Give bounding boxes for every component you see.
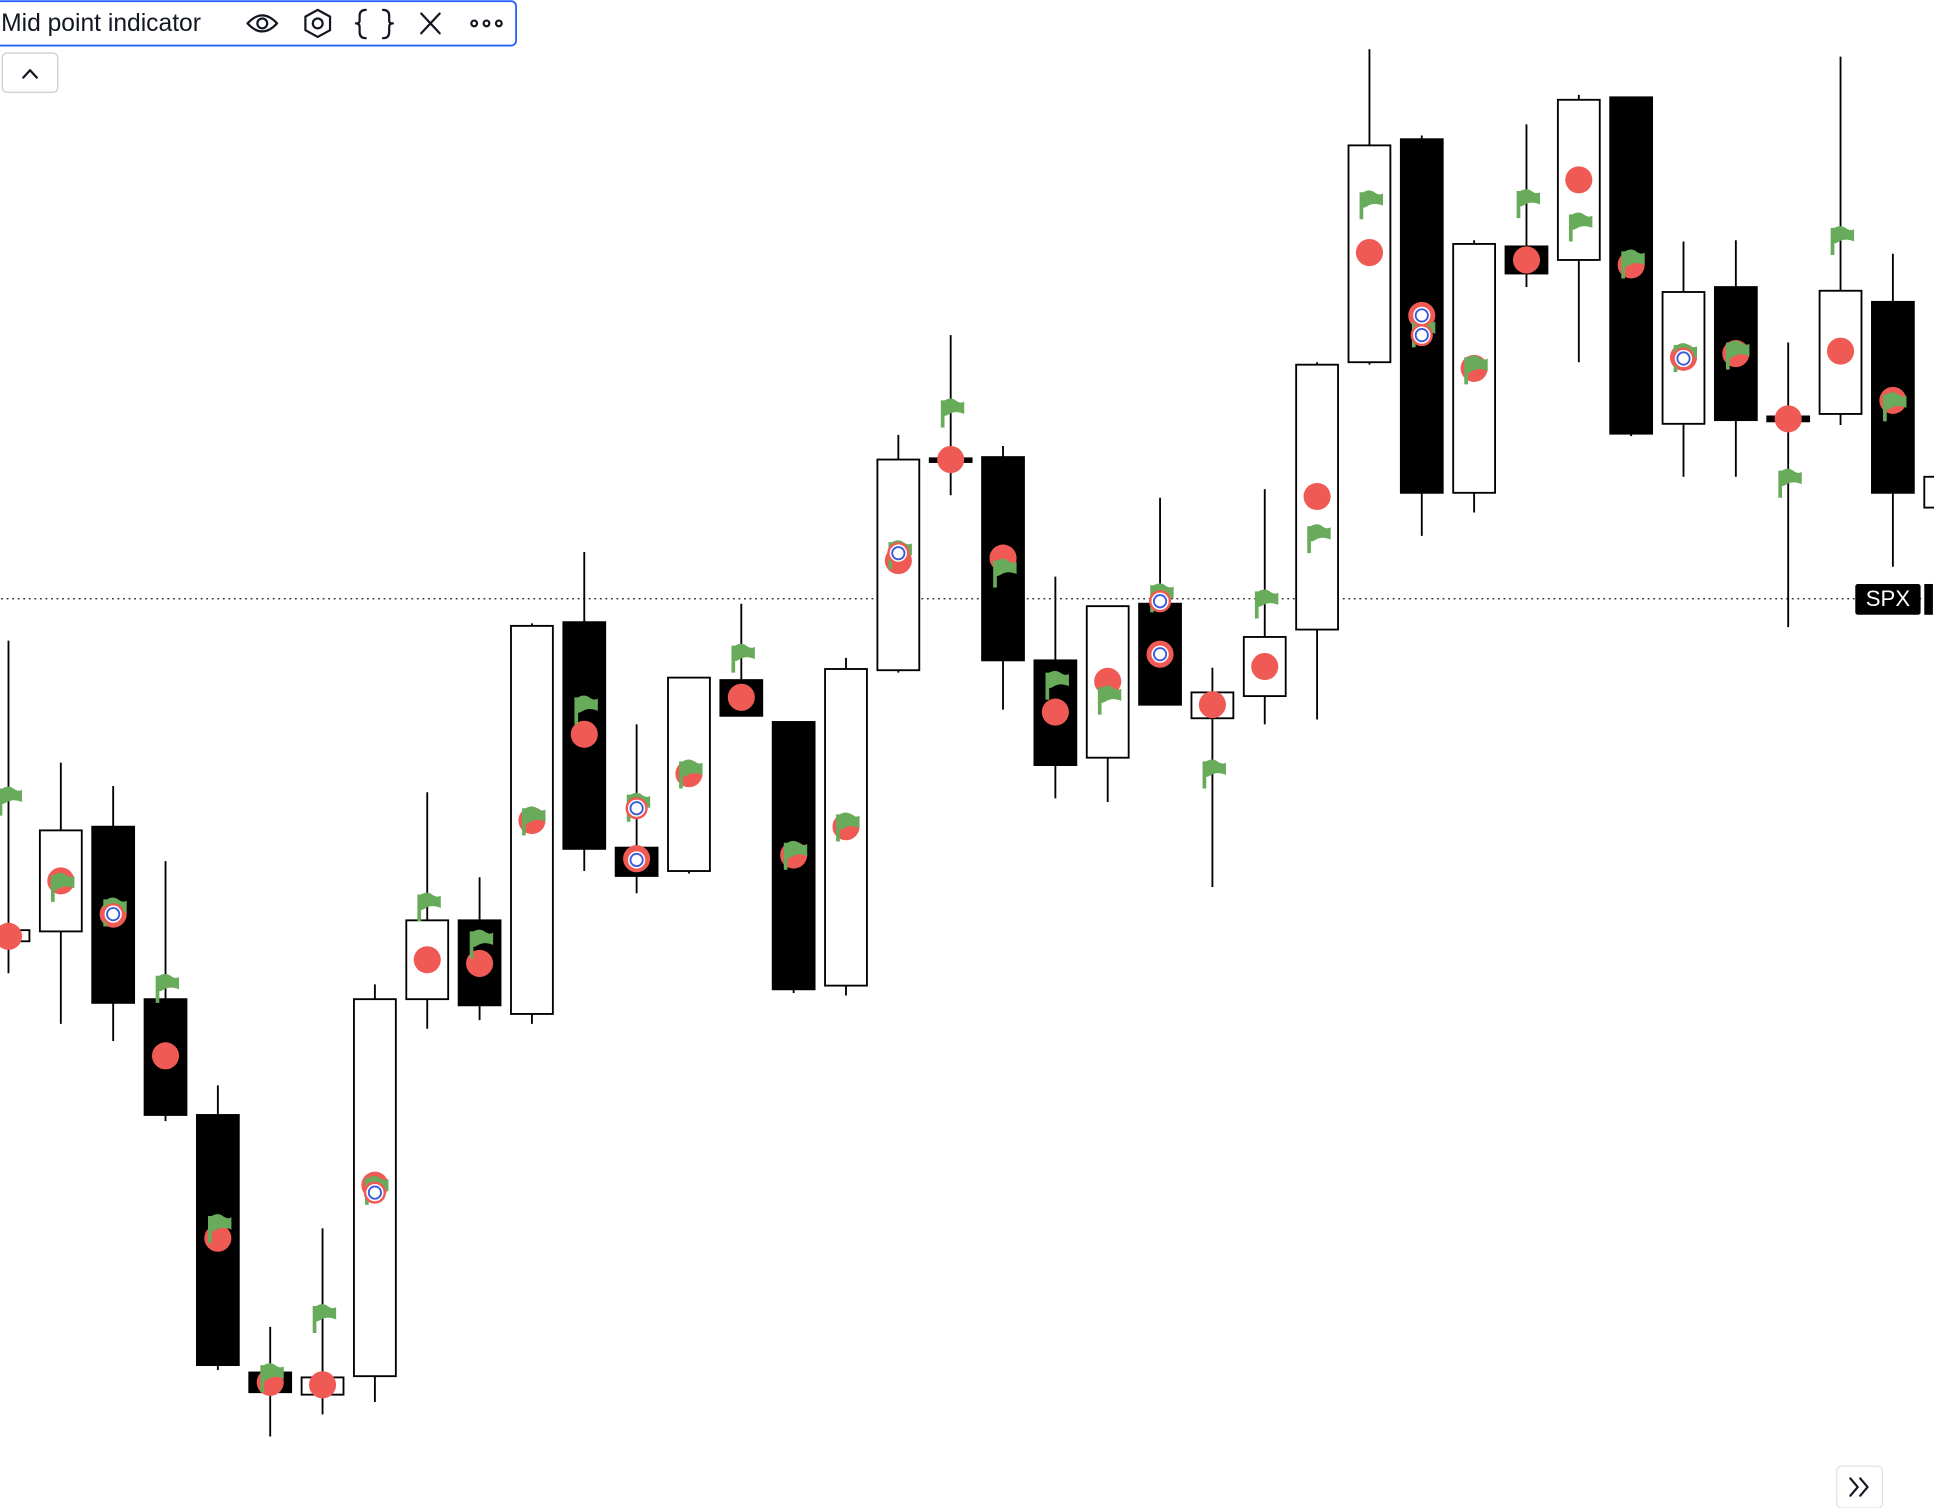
flag-marker bbox=[1359, 190, 1383, 220]
flag-marker bbox=[1045, 670, 1069, 700]
midpoint-dot bbox=[570, 720, 598, 748]
circle-marker bbox=[363, 1181, 386, 1204]
circle-marker-inner bbox=[106, 907, 121, 922]
circle-marker-inner bbox=[1152, 647, 1168, 662]
flag-marker bbox=[0, 786, 23, 816]
flag-marker bbox=[679, 759, 703, 789]
flag-marker bbox=[1464, 355, 1488, 385]
midpoint-dot bbox=[1565, 166, 1593, 194]
scroll-to-latest-button[interactable] bbox=[1836, 1465, 1884, 1508]
flag-marker bbox=[260, 1363, 284, 1393]
flag-marker bbox=[1883, 392, 1907, 422]
flag-marker bbox=[1725, 340, 1750, 370]
midpoint-dot bbox=[1198, 691, 1226, 719]
circle-marker-inner bbox=[1152, 594, 1168, 609]
midpoint-dot bbox=[0, 922, 23, 950]
circle-marker bbox=[1148, 590, 1172, 613]
circle-marker-inner bbox=[367, 1185, 382, 1200]
circle-marker-inner bbox=[1414, 328, 1429, 343]
candle-body-up bbox=[1923, 475, 1934, 509]
midpoint-dot bbox=[1774, 405, 1802, 433]
circle-marker bbox=[625, 848, 648, 872]
scroll-icon bbox=[1849, 1477, 1869, 1497]
midpoint-dot bbox=[151, 1042, 180, 1070]
midpoint-dot bbox=[727, 683, 755, 711]
flag-marker bbox=[208, 1214, 232, 1244]
midpoint-dot bbox=[1826, 337, 1855, 365]
circle-marker-inner bbox=[1676, 351, 1691, 366]
circle-marker-inner bbox=[629, 801, 644, 816]
midpoint-dot bbox=[1355, 239, 1383, 267]
collapse-icon bbox=[22, 69, 38, 79]
settings-icon[interactable] bbox=[304, 8, 332, 39]
indicator-title: Mid point indicator bbox=[1, 10, 201, 37]
circle-marker bbox=[1410, 324, 1433, 347]
midpoint-dot bbox=[413, 946, 441, 974]
circle-marker bbox=[625, 797, 648, 820]
midpoint-dot bbox=[1251, 652, 1279, 681]
flag-marker bbox=[1202, 759, 1226, 789]
flag-marker bbox=[1150, 583, 1174, 613]
flag-marker bbox=[993, 558, 1017, 588]
circle-marker bbox=[1148, 643, 1172, 666]
flag-marker bbox=[940, 398, 965, 428]
flag-marker bbox=[1307, 524, 1331, 554]
circle-marker-inner bbox=[1414, 308, 1429, 323]
circle-marker bbox=[1672, 347, 1695, 370]
flag-marker bbox=[155, 973, 180, 1003]
midpoint-dot bbox=[1512, 246, 1541, 274]
midpoint-dot bbox=[308, 1371, 337, 1399]
circle-marker-inner bbox=[629, 852, 644, 868]
price-label-box bbox=[1855, 583, 1921, 615]
flag-marker bbox=[1621, 249, 1645, 279]
source-code-icon[interactable] bbox=[354, 8, 394, 40]
flag-marker bbox=[1830, 226, 1855, 256]
eye-icon[interactable] bbox=[246, 14, 279, 33]
flag-marker bbox=[312, 1304, 337, 1334]
flag-marker bbox=[1254, 589, 1279, 619]
plot-area bbox=[0, 49, 1934, 1437]
midpoint-dot bbox=[1041, 698, 1069, 726]
circle-marker-inner bbox=[891, 546, 906, 561]
flag-marker bbox=[836, 812, 860, 842]
flag-marker bbox=[783, 840, 808, 870]
circle-marker bbox=[1410, 304, 1433, 327]
flag-marker bbox=[1516, 189, 1541, 219]
midpoint-dot bbox=[1303, 482, 1331, 511]
collapse-button[interactable] bbox=[1, 52, 59, 94]
flag-marker bbox=[522, 806, 546, 836]
remove-icon[interactable] bbox=[420, 12, 441, 35]
candle-body-up bbox=[1452, 243, 1496, 494]
flag-marker bbox=[1568, 212, 1593, 242]
midpoint-dot bbox=[937, 445, 965, 474]
circle-marker bbox=[102, 903, 125, 926]
flag-marker bbox=[50, 872, 75, 902]
circle-marker bbox=[887, 542, 910, 565]
flag-marker bbox=[1778, 468, 1802, 498]
flag-marker bbox=[574, 695, 598, 725]
flag-marker bbox=[417, 892, 441, 922]
flag-marker bbox=[1097, 685, 1122, 715]
more-icon[interactable] bbox=[470, 19, 503, 28]
flag-marker bbox=[469, 929, 494, 959]
price-label: SPX bbox=[1866, 586, 1911, 611]
price-axis-edge bbox=[1924, 583, 1933, 615]
flag-marker bbox=[731, 643, 755, 673]
